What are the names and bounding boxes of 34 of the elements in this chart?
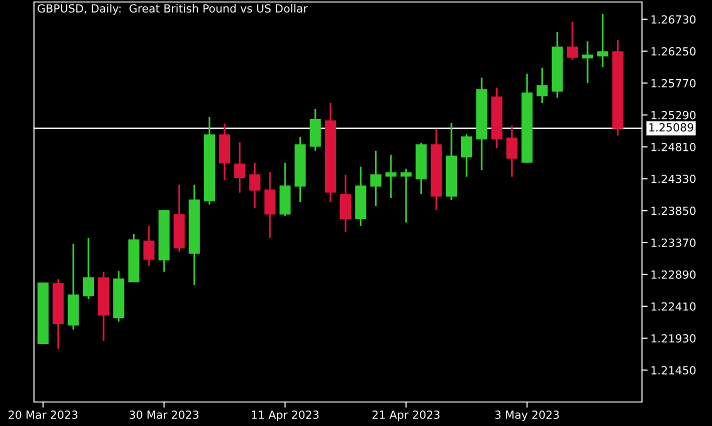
candlestick [582,40,594,84]
candlestick [340,174,352,233]
candlestick [264,171,276,239]
x-tick-label: 3 May 2023 [495,410,559,422]
ref-line-label: 1.25089 [649,123,694,132]
y-tick-label: 1.26250 [652,47,696,56]
chart-title: GBPUSD, Daily: Great British Pound vs US Dollar [38,4,308,15]
x-tick-label: 11 Apr 2023 [252,410,319,422]
y-tick-label: 1.25770 [652,79,696,88]
candlestick [536,66,548,104]
candlestick [234,141,246,194]
candlestick [249,162,260,209]
x-tick-label: 21 Apr 2023 [372,410,440,422]
candlestick [143,225,154,267]
y-tick-label: 1.24810 [652,142,696,152]
candlestick [566,21,578,61]
candlestick [461,133,472,178]
candlestick [400,168,412,224]
y-tick-label: 1.22410 [652,302,696,311]
y-tick-label: 1.25290 [652,110,696,120]
y-tick-label: 1.23370 [652,238,696,247]
candlestick [82,237,94,300]
candlestick [385,154,396,199]
y-tick-label: 1.21450 [652,366,696,374]
candlestick [370,150,382,207]
y-tick-label: 1.24330 [652,174,696,184]
y-tick-label: 1.22890 [652,270,696,279]
y-tick-label: 1.21930 [652,334,696,343]
candlestick [597,13,608,68]
y-tick-label: 1.23850 [652,206,696,216]
candlestick [506,124,518,178]
y-tick-label: 1.26730 [652,15,696,24]
x-tick-label: 30 Mar 2023 [130,410,198,419]
x-tick-label: 20 Mar 2023 [8,410,78,419]
